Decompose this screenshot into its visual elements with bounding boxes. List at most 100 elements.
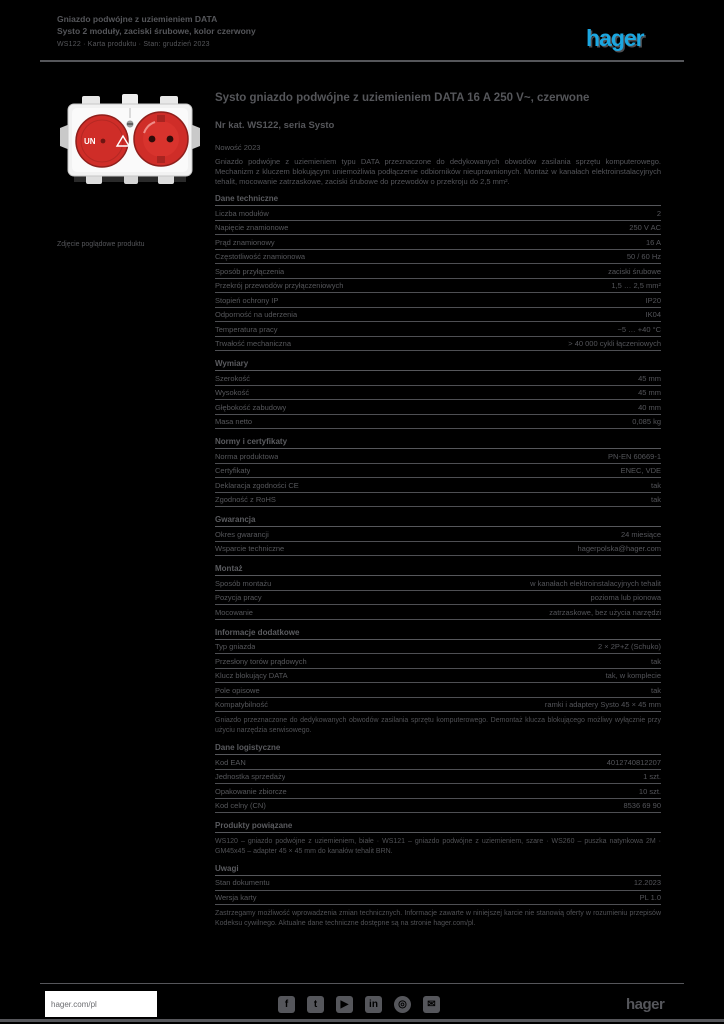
spec-row: Norma produktowa PN-EN 60669-1	[215, 449, 661, 464]
spec-section: Uwagi Stan dokumentu 12.2023 Wersja karty PL…	[215, 864, 661, 928]
youtube-icon[interactable]: ▶	[336, 996, 353, 1013]
linkedin-icon[interactable]: in	[365, 996, 382, 1013]
spec-row: Sposób montażu w kanałach elektroinstalac…	[215, 576, 661, 591]
spec-section-title: Montaż	[215, 564, 661, 577]
spec-row: Zgodność z RoHS tak	[215, 493, 661, 508]
spec-value: ramki i adaptery Systo 45 × 45 mm	[544, 700, 661, 710]
twitter-icon[interactable]: t	[307, 996, 324, 1013]
spec-row: Kod celny (CN) 8536 69 90	[215, 799, 661, 814]
spec-value: 24 miesiące	[620, 529, 661, 539]
header-title-line2: Systo 2 moduły, zaciski śrubowe, kolor c…	[57, 26, 256, 37]
product-description: Gniazdo podwójne z uziemieniem typu DATA…	[215, 157, 661, 186]
social-icons: f t ▶ in ◎ ✉	[278, 996, 440, 1013]
spec-row: Wersja karty PL 1.0	[215, 891, 661, 906]
spec-label: Jednostka sprzedaży	[215, 772, 286, 782]
footer-divider	[40, 983, 684, 985]
spec-label: Kod EAN	[215, 757, 246, 767]
email-icon[interactable]: ✉	[423, 996, 440, 1013]
spec-value: 2	[656, 208, 661, 218]
spec-value: 8536 69 90	[623, 801, 661, 811]
spec-label: Napięcie znamionowe	[215, 223, 289, 233]
spec-value: ENEC, VDE	[620, 466, 661, 476]
spec-section-title: Dane logistyczne	[215, 743, 661, 756]
header-block: Gniazdo podwójne z uziemieniem DATA Syst…	[57, 13, 256, 48]
spec-label: Przekrój przewodów przyłączeniowych	[215, 281, 344, 291]
spec-label: Kod celny (CN)	[215, 801, 266, 811]
spec-row: Wysokość 45 mm	[215, 386, 661, 401]
spec-value: 40 mm	[638, 402, 661, 412]
socket-cover-label: UN	[84, 137, 96, 146]
spec-row: Liczba modułów 2	[215, 206, 661, 221]
spec-value: 250 V AC	[629, 223, 661, 233]
product-image: UN	[60, 88, 200, 197]
instagram-icon[interactable]: ◎	[394, 996, 411, 1013]
spec-value: 45 mm	[638, 388, 661, 398]
spec-value: IK04	[645, 310, 661, 320]
spec-row: Przekrój przewodów przyłączeniowych 1,5 ……	[215, 279, 661, 294]
spec-label: Wsparcie techniczne	[215, 544, 285, 554]
spec-section: Gwarancja Okres gwarancji 24 miesiące Wspar…	[215, 515, 661, 557]
spec-section-title: Normy i certyfikaty	[215, 437, 661, 450]
spec-value: 1 szt.	[643, 772, 661, 782]
spec-value: tak	[650, 656, 661, 666]
spec-table: Dane techniczne Liczba modułów 2 Napięcie z…	[215, 194, 661, 928]
warning-triangle-icon	[115, 134, 131, 147]
spec-row: Temperatura pracy −5 … +40 °C	[215, 322, 661, 337]
spec-row: Częstotliwość znamionowa 50 / 60 Hz	[215, 250, 661, 265]
spec-label: Stopień ochrony IP	[215, 295, 279, 305]
spec-section: Dane techniczne Liczba modułów 2 Napięcie z…	[215, 194, 661, 352]
spec-section-note: WS120 – gniazdo podwójne z uziemieniem, …	[215, 838, 661, 855]
spec-row: Stopień ochrony IP IP20	[215, 293, 661, 308]
spec-label: Wysokość	[215, 388, 250, 398]
spec-value: pozioma lub pionowa	[590, 593, 661, 603]
spec-label: Szerokość	[215, 373, 251, 383]
spec-section-title: Informacje dodatkowe	[215, 628, 661, 640]
hager-logo: hager	[586, 25, 645, 51]
spec-label: Sposób przyłączenia	[215, 266, 285, 276]
spec-label: Temperatura pracy	[215, 324, 278, 334]
spec-value: IP20	[645, 295, 661, 305]
page-bottom-strip	[0, 1019, 724, 1022]
spec-row: Kompatybilność ramki i adaptery Systo 45 …	[215, 698, 661, 713]
spec-section-title: Uwagi	[215, 864, 661, 877]
spec-row: Wsparcie techniczne hagerpolska@hager.com	[215, 542, 661, 557]
spec-row: Odporność na uderzenia IK04	[215, 308, 661, 323]
spec-value: 10 szt.	[638, 786, 661, 796]
spec-value: 4012740812207	[606, 757, 661, 767]
website-link[interactable]: hager.com/pl	[45, 991, 157, 1017]
spec-label: Liczba modułów	[215, 208, 269, 218]
spec-value: tak	[650, 480, 661, 490]
product-details: Systo gniazdo podwójne z uziemieniem DAT…	[215, 92, 661, 928]
product-badge: Nowość 2023	[215, 143, 261, 153]
header-subline: WS122 · Karta produktu · Stan: grudzień …	[57, 40, 210, 48]
spec-row: Kod EAN 4012740812207	[215, 755, 661, 770]
spec-label: Stan dokumentu	[215, 878, 270, 888]
spec-row: Sposób przyłączenia zaciski śrubowe	[215, 264, 661, 279]
spec-label: Wersja karty	[215, 892, 257, 902]
spec-label: Mocowanie	[215, 607, 253, 617]
spec-section: Dane logistyczne Kod EAN 4012740812207 Jedn…	[215, 743, 661, 814]
spec-label: Opakowanie zbiorcze	[215, 786, 287, 796]
spec-section: Wymiary Szerokość 45 mm Wysokość 45 mm Głębok…	[215, 359, 661, 430]
spec-section: Montaż Sposób montażu w kanałach elektroin…	[215, 564, 661, 620]
spec-value: > 40 000 cykli łączeniowych	[568, 339, 661, 349]
spec-section: Produkty powiązane WS120 – gniazdo podwój…	[215, 821, 661, 856]
spec-label: Przesłony torów prądowych	[215, 656, 307, 666]
spec-section: Normy i certyfikaty Norma produktowa PN-EN…	[215, 437, 661, 508]
spec-label: Masa netto	[215, 417, 253, 427]
spec-label: Certyfikaty	[215, 466, 251, 476]
spec-label: Pole opisowe	[215, 685, 260, 695]
spec-label: Klucz blokujący DATA	[215, 671, 288, 681]
facebook-icon[interactable]: f	[278, 996, 295, 1013]
spec-value: zaciski śrubowe	[608, 266, 661, 276]
spec-value: hagerpolska@hager.com	[577, 544, 662, 554]
spec-section-note: Gniazdo przeznaczone do dedykowanych obw…	[215, 717, 661, 734]
spec-value: 0,085 kg	[632, 417, 661, 427]
spec-row: Certyfikaty ENEC, VDE	[215, 464, 661, 479]
image-caption: Zdjęcie poglądowe produktu	[57, 241, 145, 248]
spec-label: Trwałość mechaniczna	[215, 339, 291, 349]
spec-value: PL 1.0	[639, 892, 661, 902]
spec-value: 45 mm	[638, 373, 661, 383]
spec-label: Kompatybilność	[215, 700, 268, 710]
spec-label: Częstotliwość znamionowa	[215, 252, 306, 262]
